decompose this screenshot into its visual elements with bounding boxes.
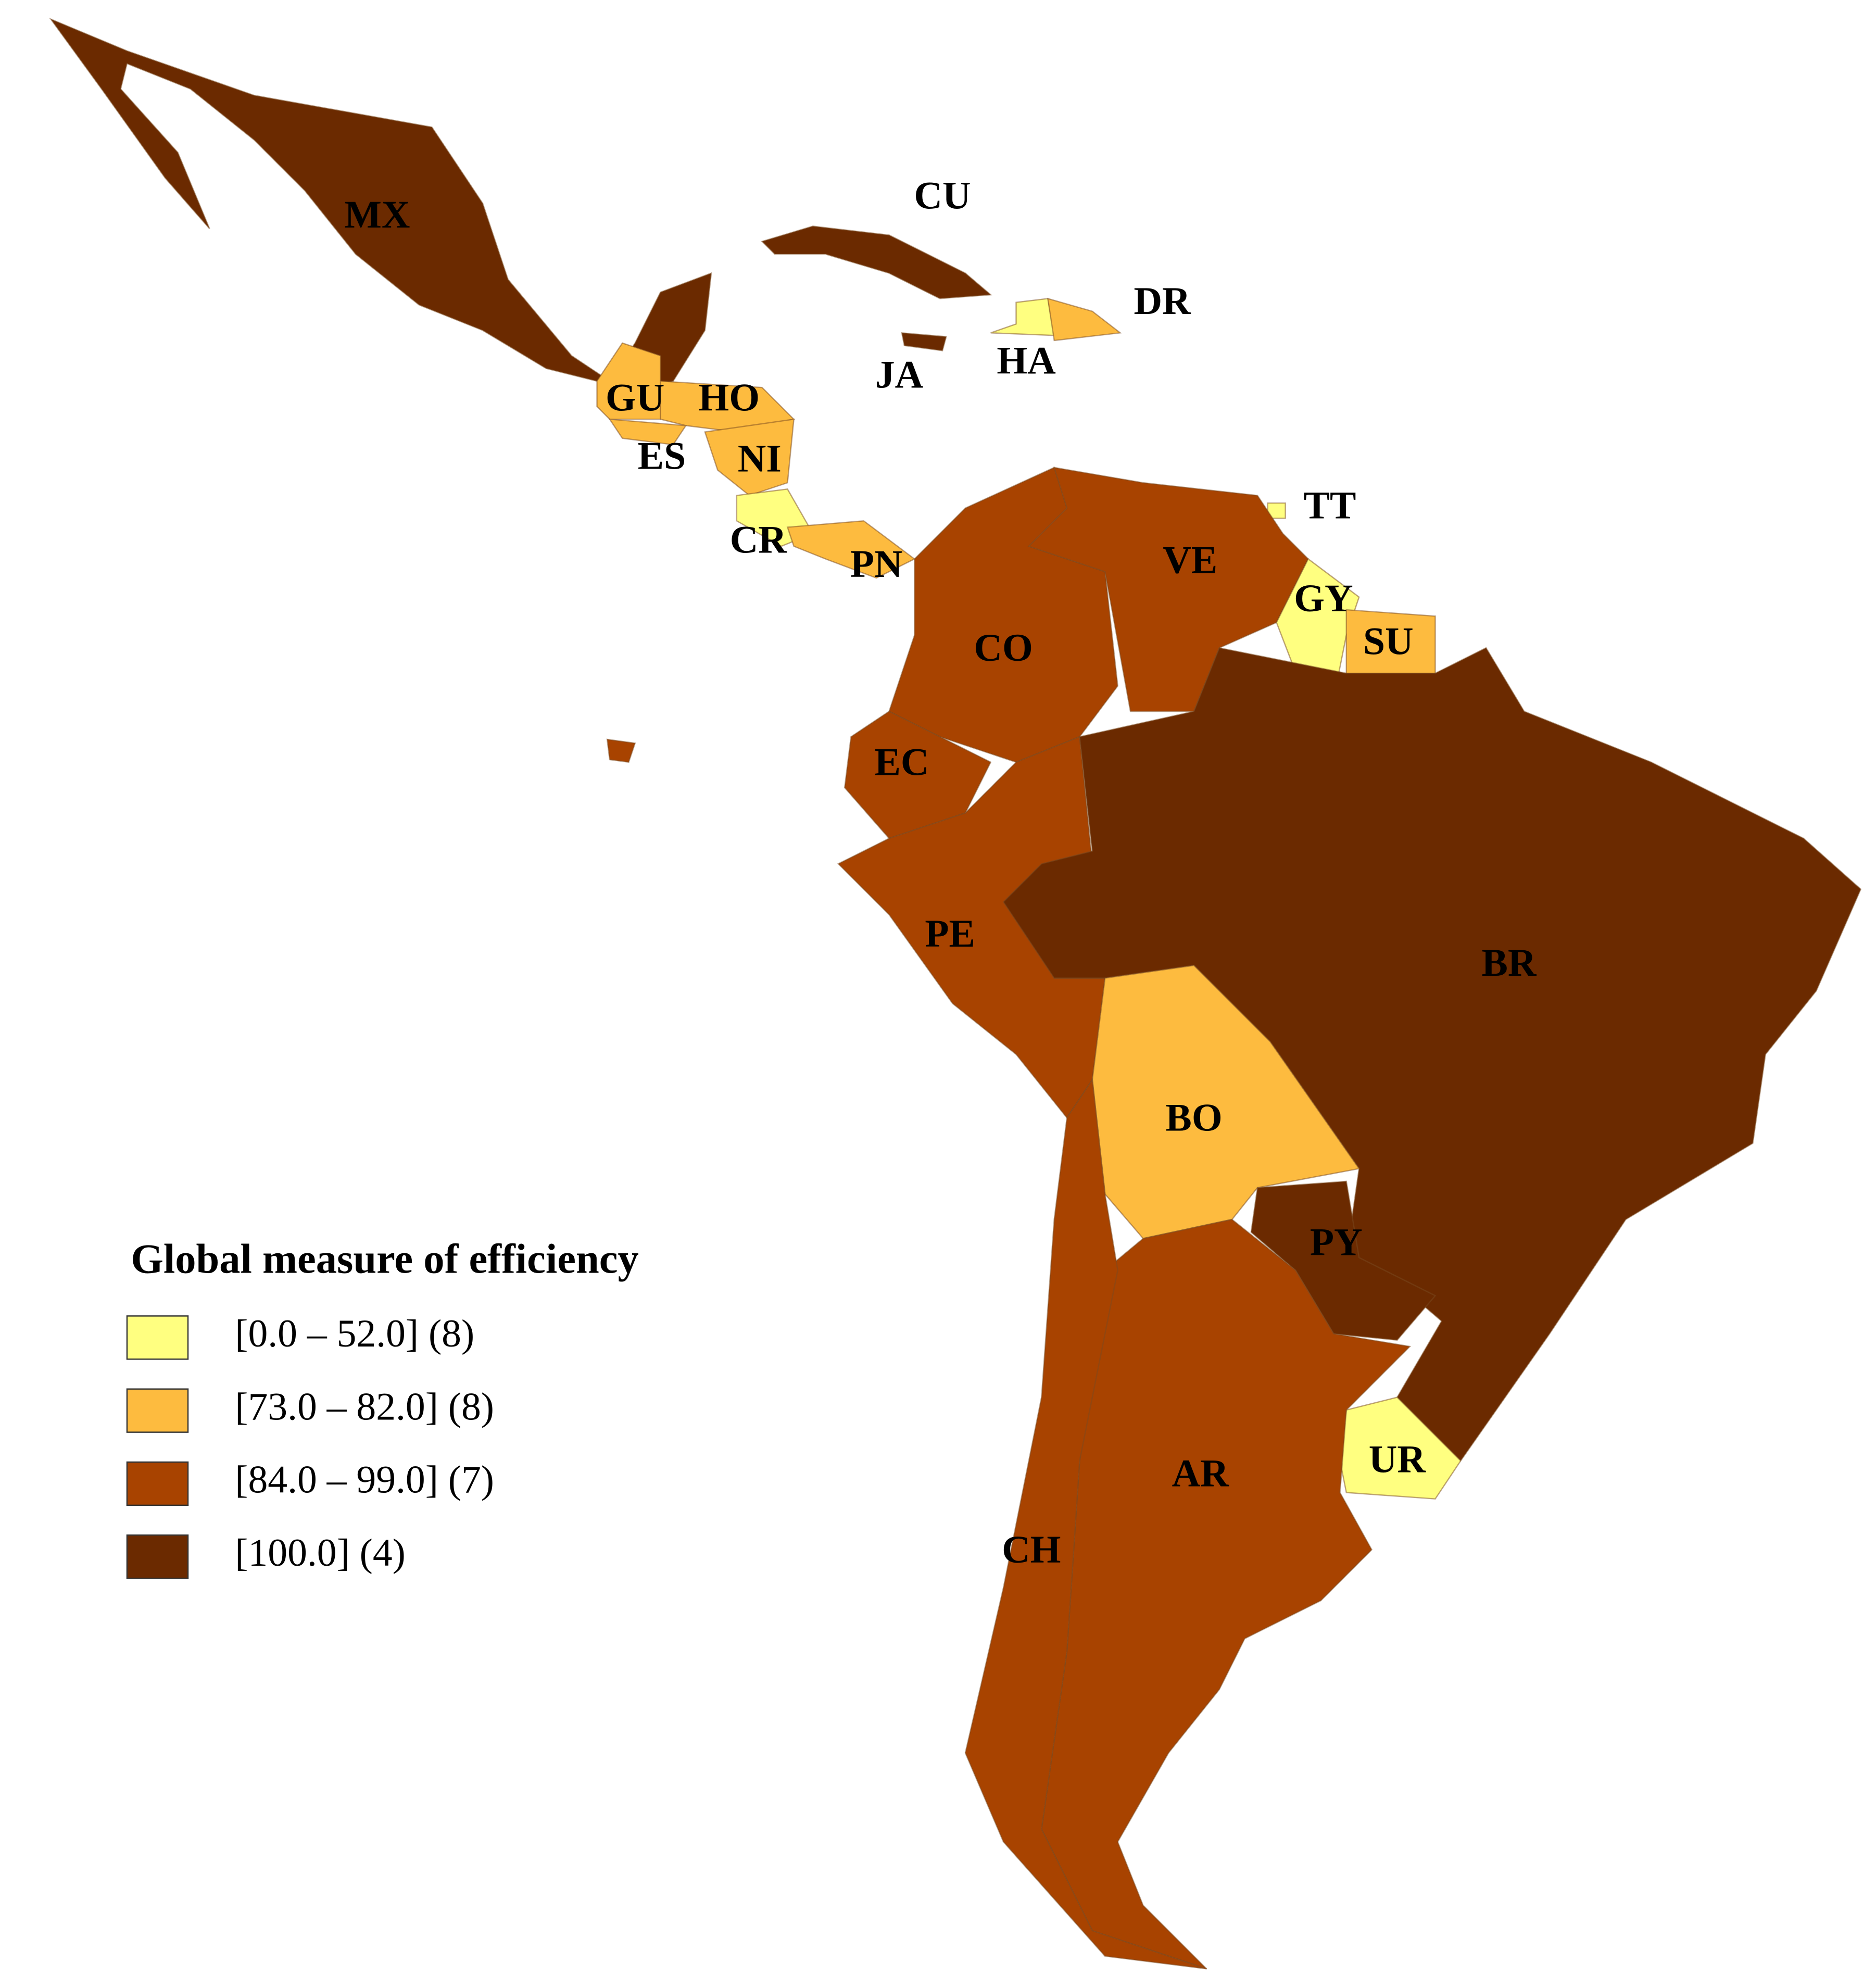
country [704,418,795,496]
country-code: GY [1294,577,1353,620]
legend-label: [73.0 – 82.0] (8) [235,1385,494,1428]
country [786,520,916,579]
country [608,418,687,446]
country-code: HO [698,376,760,419]
island [606,738,636,763]
country [990,298,1055,336]
country-shapes [49,17,1862,1970]
legend-label: [0.0 – 52.0] (8) [235,1312,474,1355]
legend: Global measure of efficiency [0.0 – 52.0… [126,1236,639,1579]
country-code: DR [1134,280,1191,323]
legend-label: [100.0] (4) [235,1531,406,1575]
country [761,225,992,299]
country-code: BO [1165,1097,1222,1140]
country-code: AR [1172,1452,1230,1495]
country-code: CR [730,519,788,562]
country-code: SU [1363,620,1414,663]
country-code: CU [914,174,971,218]
country-code: PN [850,543,903,586]
country-code: PY [1310,1221,1363,1264]
legend-swatch [126,1388,189,1433]
country-code: HA [997,339,1056,383]
country-code: UR [1369,1438,1427,1481]
country-code: BR [1481,941,1537,985]
country [1002,647,1862,1462]
country [964,1078,1207,1970]
country [1250,1180,1437,1341]
country-code: TT [1304,484,1356,527]
country-code: CO [974,626,1033,670]
country-code: EC [874,740,929,784]
country-code: CH [1002,1528,1061,1571]
country-code: JA [875,353,924,396]
country [1047,297,1122,342]
country-code: GU [606,376,664,419]
country-code: NI [738,437,782,480]
legend-label: [84.0 – 99.0] (7) [235,1458,494,1502]
country [901,332,947,351]
country-code: VE [1163,539,1217,582]
country-code: ES [638,435,686,478]
legend-swatch [126,1461,189,1506]
legend-swatch [126,1315,189,1360]
country-code: PE [925,912,975,955]
country-code: MX [345,193,410,236]
legend-swatch [126,1534,189,1579]
legend-title: Global measure of efficiency [131,1236,638,1282]
